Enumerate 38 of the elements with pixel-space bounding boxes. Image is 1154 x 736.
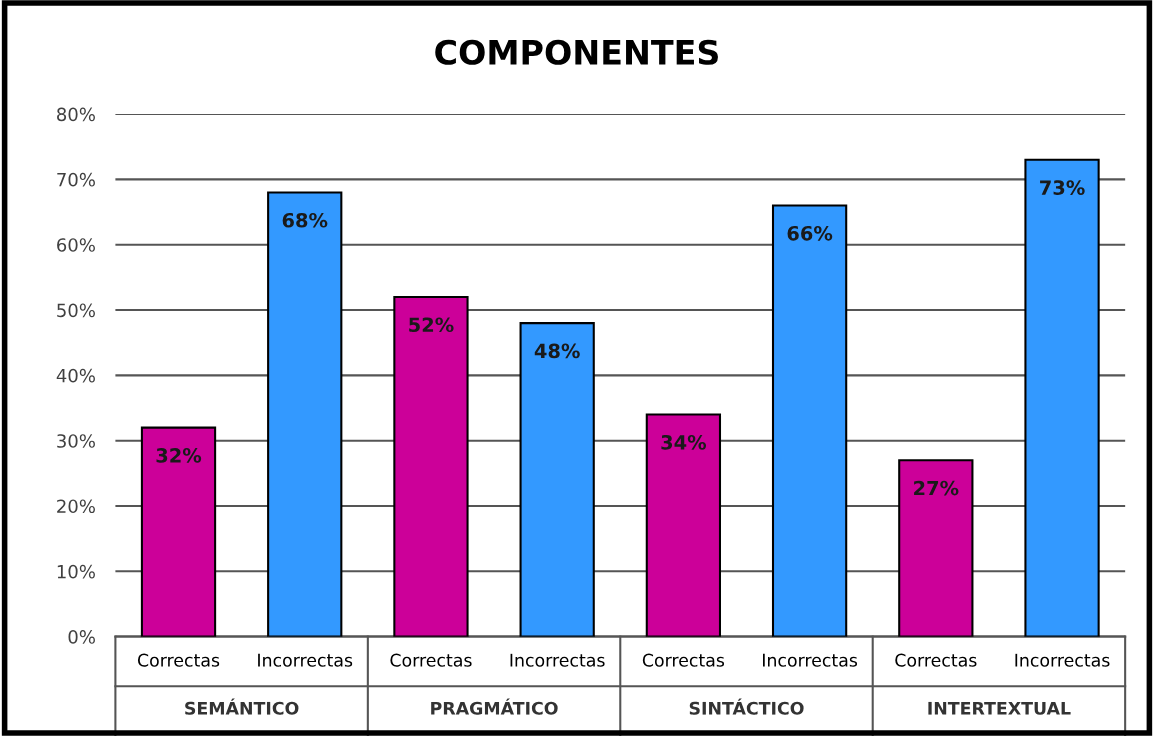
data-label: 73% bbox=[1040, 180, 1085, 195]
y-tick-label: 30% bbox=[57, 434, 95, 448]
data-label: 32% bbox=[156, 448, 202, 463]
x-tick-label: Incorrectas bbox=[1015, 653, 1110, 667]
x-tick-label: Correctas bbox=[390, 653, 472, 667]
x-tick-label: Correctas bbox=[137, 653, 220, 667]
bar bbox=[898, 459, 974, 637]
y-tick-label: 10% bbox=[57, 564, 95, 579]
bar bbox=[393, 295, 469, 637]
data-label: 27% bbox=[914, 480, 959, 496]
data-label: 52% bbox=[409, 317, 454, 333]
data-label: 66% bbox=[787, 225, 833, 241]
data-label: 68% bbox=[282, 212, 328, 228]
x-tick-label: Correctas bbox=[642, 653, 725, 667]
bar bbox=[140, 426, 217, 637]
text: SEMÁNTICO bbox=[185, 698, 299, 715]
x-tick-label: Incorrectas bbox=[763, 653, 858, 667]
x-tick-label: Correctas bbox=[895, 653, 977, 667]
bar bbox=[1024, 158, 1100, 637]
text: PRAGMÁTICO bbox=[431, 698, 558, 715]
y-tick-label: 80% bbox=[57, 107, 95, 122]
x-tick-label: Incorrectas bbox=[258, 653, 353, 667]
y-tick-label: 0% bbox=[68, 630, 95, 644]
text: SINTÁCTICO bbox=[689, 698, 804, 715]
bar bbox=[771, 204, 848, 637]
bar bbox=[267, 191, 343, 637]
chart-title: COMPONENTES bbox=[435, 39, 718, 65]
x-tick-label: Incorrectas bbox=[510, 653, 605, 667]
data-label: 48% bbox=[534, 343, 580, 359]
y-tick-label: 50% bbox=[57, 303, 95, 318]
y-tick-label: 60% bbox=[57, 238, 95, 252]
bar bbox=[645, 413, 722, 637]
data-label: 34% bbox=[661, 434, 707, 450]
y-tick-label: 70% bbox=[57, 172, 95, 187]
y-tick-label: 20% bbox=[57, 499, 95, 514]
text: INTERTEXTUAL bbox=[928, 701, 1071, 715]
y-tick-label: 40% bbox=[56, 368, 95, 383]
bar bbox=[519, 322, 595, 637]
